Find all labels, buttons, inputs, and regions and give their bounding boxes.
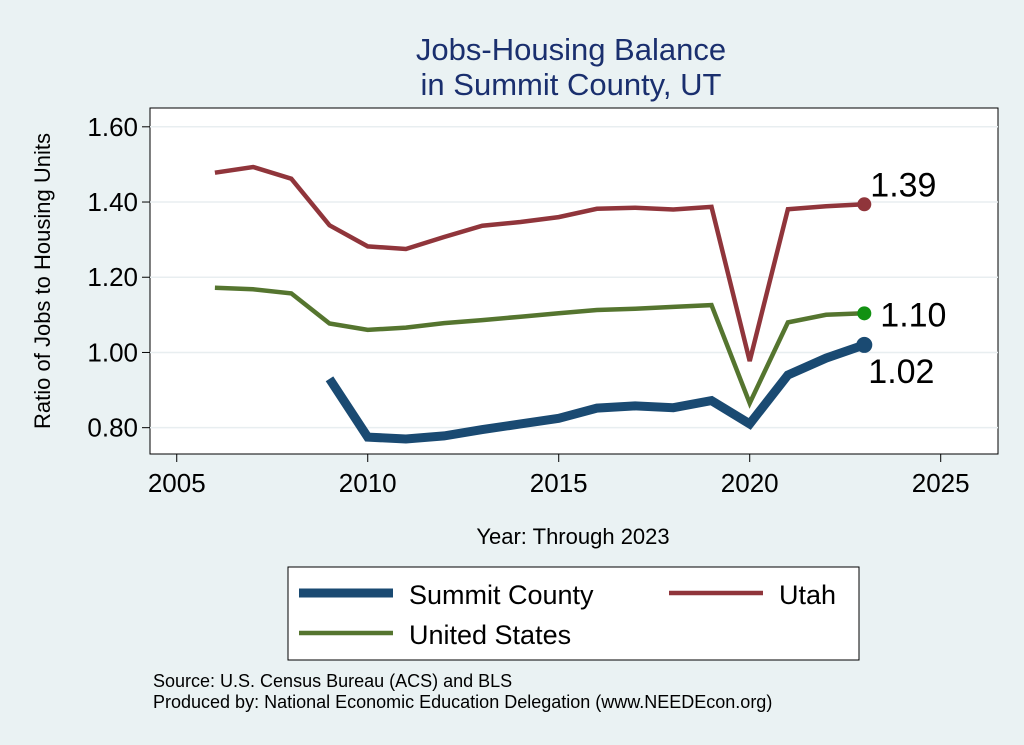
x-axis-title: Year: Through 2023 (476, 524, 669, 549)
grid-lines (150, 126, 998, 429)
series-lines (214, 164, 866, 444)
y-axis-title: Ratio of Jobs to Housing Units (30, 133, 55, 429)
chart-title-line-1: Jobs-Housing Balance (416, 32, 726, 67)
x-tick-label: 2015 (530, 468, 588, 498)
end-value-label-united-states: 1.10 (880, 296, 946, 334)
producer-note: Produced by: National Economic Education… (153, 692, 773, 712)
y-tick-label: 1.40 (87, 187, 138, 217)
y-tick-label: 1.20 (87, 262, 138, 292)
end-marker-summit-county (856, 336, 873, 353)
y-tick-label: 0.80 (87, 413, 138, 443)
legend-label-summit-county: Summit County (409, 580, 594, 610)
series-line-united-states (214, 285, 865, 409)
legend-label-utah: Utah (779, 580, 836, 610)
y-tick-label: 1.60 (87, 112, 138, 142)
end-value-label-summit-county: 1.02 (868, 353, 934, 391)
x-tick-label: 2020 (721, 468, 779, 498)
x-tick-label: 2025 (912, 468, 970, 498)
y-tick-label: 1.00 (87, 337, 138, 367)
legend-label-united-states: United States (409, 620, 571, 650)
axes: 0.80 1.00 1.20 1.40 1.60 2005 2010 2015 2020 2025 (87, 112, 969, 498)
end-value-label-utah: 1.39 (870, 166, 936, 204)
series-line-utah (214, 164, 865, 362)
end-marker-utah (857, 197, 872, 212)
plot-area (149, 107, 999, 455)
x-tick-label: 2010 (339, 468, 397, 498)
chart-title-line-2: in Summit County, UT (421, 67, 722, 102)
series-line-summit-county (325, 340, 866, 444)
source-note: Source: U.S. Census Bureau (ACS) and BLS (153, 671, 513, 691)
end-marker-united-states (857, 306, 872, 321)
x-tick-label: 2005 (148, 468, 206, 498)
end-markers: 1.02 1.39 1.10 (856, 166, 946, 391)
legend-box (287, 566, 860, 661)
